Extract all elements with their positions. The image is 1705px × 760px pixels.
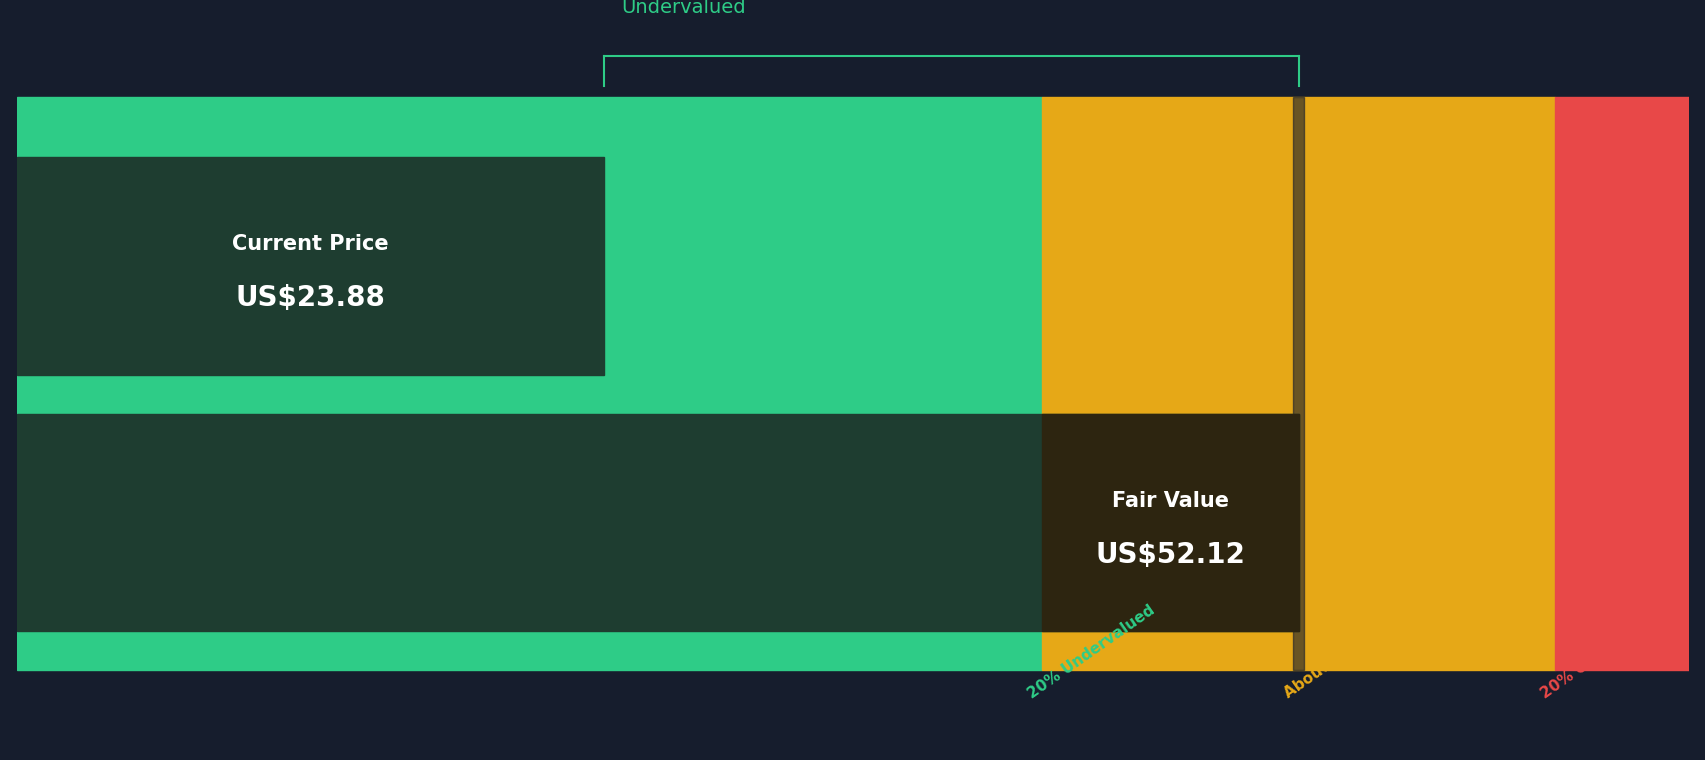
Text: Undervalued: Undervalued [621, 0, 745, 17]
Bar [17, 413, 1298, 632]
Text: Fair Value: Fair Value [1112, 491, 1228, 511]
Bar [1042, 97, 1553, 670]
Text: 20% Undervalued: 20% Undervalued [1025, 603, 1158, 701]
Bar [1553, 97, 1688, 670]
Text: US$23.88: US$23.88 [235, 284, 385, 312]
Bar [17, 97, 1042, 670]
Bar [17, 157, 604, 375]
Bar [1292, 97, 1303, 670]
Text: Current Price: Current Price [232, 234, 389, 254]
Text: US$52.12: US$52.12 [1095, 541, 1245, 569]
Text: 20% Overvalued: 20% Overvalued [1538, 609, 1661, 701]
Text: About Right: About Right [1280, 630, 1374, 701]
Bar [1042, 413, 1298, 632]
